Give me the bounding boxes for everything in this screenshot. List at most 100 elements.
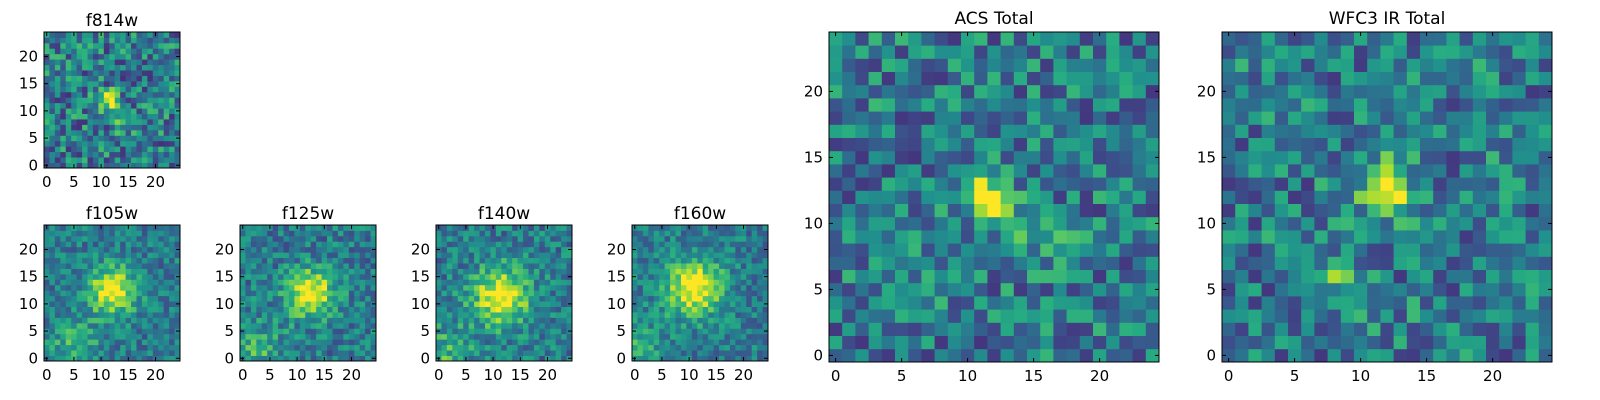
heatmap-cell [908,150,922,165]
heatmap-cell [1525,348,1540,363]
heatmap-cell [1314,322,1328,336]
heatmap-cell [348,252,355,259]
heatmap-cell [1301,348,1315,363]
heatmap-cell [533,273,540,280]
heatmap-cell [76,75,83,82]
heatmap-cell [1340,45,1355,59]
heatmap-cell [740,268,747,275]
heatmap-cell [680,355,687,362]
heatmap-cell [1512,58,1526,72]
heatmap-cell [1145,137,1160,152]
heatmap-cell [921,58,935,72]
heatmap-cell [757,322,763,329]
heatmap-cell [868,164,883,178]
heatmap-cell [648,328,655,335]
heatmap-cell [648,295,655,302]
heatmap-cell [1499,269,1513,284]
heatmap-cell [348,263,355,269]
heatmap-cell [1053,164,1067,178]
heatmap-cell [152,97,159,104]
heatmap-cell [82,333,88,340]
heatmap-cell [539,312,546,318]
heatmap-cell [528,279,535,286]
heatmap-cell [1119,203,1133,218]
heatmap-cell [1222,177,1236,191]
heatmap-cell [332,246,339,253]
heatmap-cell [76,241,83,248]
heatmap-cell [1512,256,1526,270]
heatmap-cell [702,333,709,340]
heatmap-cell [98,119,105,125]
heatmap-cell [1274,71,1289,86]
heatmap-cell [441,328,448,335]
heatmap-cell [71,102,78,109]
heatmap-cell [1222,84,1236,99]
heatmap-cell [294,295,301,302]
heatmap-cell [1393,322,1408,336]
heatmap-cell [1000,190,1015,204]
heatmap-cell [446,312,453,318]
heatmap-cell [544,328,551,335]
heatmap-cell [44,290,50,297]
heatmap-cell [555,279,562,286]
heatmap-cell [348,279,355,286]
heatmap-cell [1145,203,1160,218]
heatmap-cell [1406,269,1421,284]
heatmap-cell [98,97,105,104]
heatmap-cell [310,268,317,275]
heatmap-cell [278,252,284,259]
heatmap-cell [87,102,94,109]
heatmap-cell [659,290,666,297]
heatmap-cell [842,84,856,99]
heatmap-cell [637,328,644,335]
heatmap-cell [54,317,61,324]
heatmap-cell [44,97,50,104]
heatmap-cell [103,53,110,60]
heatmap-cell [87,75,94,82]
heatmap-cell [506,344,513,351]
heatmap-cell [120,235,126,242]
heatmap-cell [321,328,328,335]
heatmap-cell [648,306,655,313]
heatmap-cell [245,306,252,313]
heatmap-cell [65,53,72,60]
heatmap-cell [1538,98,1553,112]
x-tick-label: 5 [265,366,275,384]
heatmap-cell [1327,71,1342,86]
heatmap-cell [974,137,988,152]
heatmap-cell [1393,45,1408,59]
heatmap-cell [120,140,126,147]
heatmap-cell [169,146,175,153]
heatmap-cell [305,241,312,248]
heatmap-cell [544,333,551,340]
y-tick-label: 15 [215,268,234,286]
heatmap-cell [294,328,301,335]
heatmap-cell [1420,216,1434,231]
heatmap-cell [539,339,546,346]
heatmap-cell [680,290,687,297]
heatmap-cell [54,301,61,307]
heatmap-cell [1459,230,1474,244]
heatmap-cell [261,263,268,269]
heatmap-cell [446,279,453,286]
heatmap-cell [65,48,72,55]
heatmap-cell [152,328,159,335]
heatmap-cell [1472,296,1487,310]
heatmap-cell [141,295,148,302]
heatmap-cell [49,151,56,158]
heatmap-cell [125,306,132,313]
heatmap-cell [1354,164,1368,178]
heatmap-cell [1486,256,1500,270]
heatmap-cell [484,301,491,307]
heatmap-cell [468,257,475,264]
heatmap-cell [54,350,61,356]
heatmap-cell [92,252,99,259]
heatmap-cell [868,335,883,350]
heatmap-cell [169,48,175,55]
heatmap-cell [512,241,518,248]
heatmap-cell [272,301,279,307]
heatmap-cell [54,328,61,335]
heatmap-cell [370,295,377,302]
heatmap-cell [60,317,67,324]
